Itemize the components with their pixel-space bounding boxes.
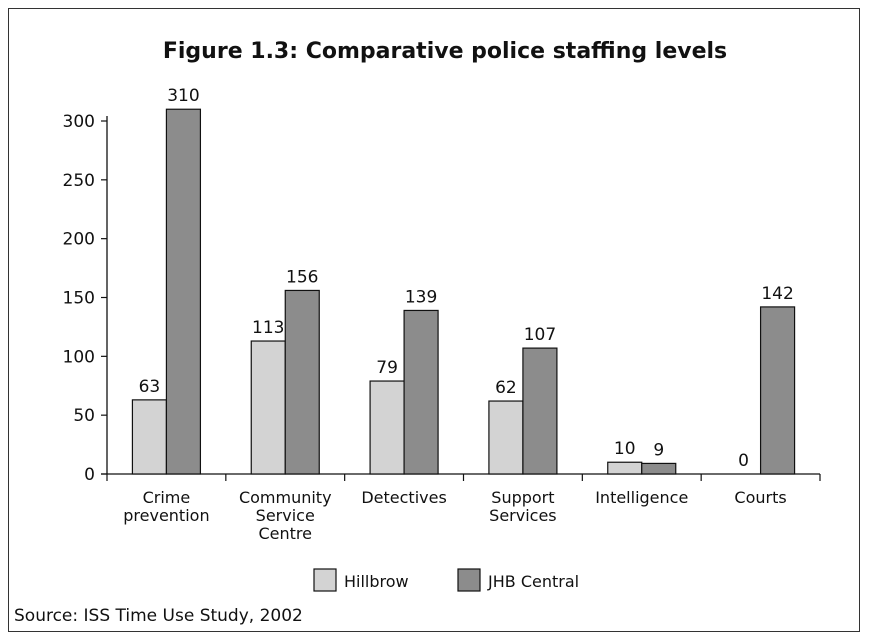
bar: [488, 400, 524, 475]
bar: [284, 289, 320, 475]
bar: [250, 340, 286, 475]
legend-swatch: [457, 568, 481, 592]
x-category-label-line: prevention: [123, 506, 209, 525]
y-tick-label: 150: [63, 289, 95, 309]
bar-value-label: 310: [167, 86, 199, 106]
bar: [759, 306, 796, 475]
bar-value-label: 113: [252, 318, 284, 338]
x-category-label-line: Intelligence: [595, 488, 688, 507]
x-category-label-line: Support: [491, 488, 554, 507]
x-category-label: Community Service Centre: [239, 488, 332, 543]
bar-value-label: 0: [738, 451, 749, 471]
bar: [369, 380, 405, 475]
chart-title: Figure 1.3: Comparative police staffing …: [163, 39, 727, 64]
y-tick-label: 200: [63, 230, 95, 250]
bar-value-label: 10: [614, 439, 636, 459]
bar: [641, 462, 677, 475]
x-category-label: Courts: [734, 488, 786, 507]
bar: [522, 347, 558, 475]
bar: [131, 399, 168, 475]
bar-value-label: 62: [495, 378, 517, 398]
bar-value-label: 139: [405, 287, 437, 307]
legend-swatch: [313, 568, 337, 592]
bar: [607, 461, 643, 475]
x-category-label: Support Services: [489, 488, 556, 525]
bar-value-label: 156: [286, 267, 318, 287]
y-tick-label: 0: [84, 465, 95, 485]
x-category-label-line: Detectives: [361, 488, 446, 507]
legend-label: JHB Central: [487, 572, 579, 591]
legend: Hillbrow JHB Central: [313, 568, 579, 592]
bar: [403, 309, 439, 475]
y-tick-label: 250: [63, 171, 95, 191]
x-category-label-line: Community: [239, 488, 332, 507]
bars: [131, 108, 796, 475]
bar-value-label: 107: [524, 325, 556, 345]
x-category-label-line: Courts: [734, 488, 786, 507]
y-tick-label: 300: [63, 112, 95, 132]
source-note: Source: ISS Time Use Study, 2002: [14, 606, 303, 626]
bar-value-label: 142: [761, 284, 793, 304]
value-labels: 63 310 113 156 79 139 62 107 10 9 0 142: [139, 86, 794, 471]
legend-label: Hillbrow: [344, 572, 409, 591]
x-category-label: Intelligence: [595, 488, 688, 507]
y-tick-label: 100: [63, 347, 95, 367]
x-category-label: Detectives: [361, 488, 446, 507]
x-category-label-line: Crime: [143, 488, 191, 507]
x-category-label-line: Services: [489, 506, 556, 525]
bar-value-label: 63: [139, 377, 161, 397]
bar-value-label: 9: [653, 440, 664, 460]
x-category-label: Crime prevention: [123, 488, 209, 525]
x-category-label-line: Service: [256, 506, 315, 525]
x-category-label-line: Centre: [259, 524, 313, 543]
y-tick-label: 50: [73, 406, 95, 426]
bar-value-label: 79: [376, 358, 398, 378]
bar: [165, 108, 202, 475]
